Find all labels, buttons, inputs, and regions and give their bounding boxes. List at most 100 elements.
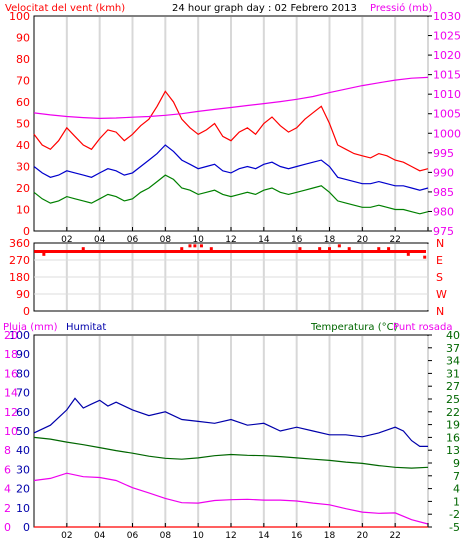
temperature-tick-label: -5 [449,521,460,534]
pressure-tick-label: 1030 [433,10,461,23]
temperature-line [33,436,429,469]
chart-title: 24 hour graph day : 02 Febrero 2013 [172,3,357,14]
humidity-tick-label: 40 [16,444,30,457]
hour-tick-label: 16 [291,531,303,541]
wind-direction-degree-label: 270 [9,254,30,267]
humidity-axis-label: Humitat [66,322,106,333]
wind-direction-point [423,255,427,259]
humidity-tick-label: 50 [16,425,30,438]
humidity-tick-label: 10 [16,502,30,515]
rain-tick-label: 10 [4,425,18,438]
wind-pressure-series [33,76,429,215]
wind-direction-compass-label: W [436,288,447,301]
pressure-tick-label: 1015 [433,69,461,82]
wind-speed-tick-label: 50 [16,118,30,131]
wind-direction-point [357,250,361,253]
rain-ticks: 0 2 4 6 8 10 12 14 16 18 20 [4,329,18,534]
wind-direction-compass-label: N [436,305,444,318]
hour-tick-label: 06 [127,235,139,245]
pressure-tick-label: 1000 [433,127,461,140]
hour-tick-label: 14 [258,531,270,541]
wind-direction-point [259,250,263,253]
wind-direction-point [377,247,381,251]
wind-direction-point [193,244,197,248]
wind-speed-tick-label: 70 [16,75,30,88]
hour-tick-label: 06 [127,531,139,541]
gust-line [33,90,429,172]
temperature-tick-label: 19 [446,419,460,432]
wind-direction-point [81,247,85,251]
wind-direction-degree-label: 360 [9,237,30,250]
wind-direction-point [62,250,66,253]
temperature-hour-ticks: 02 04 06 08 10 12 14 16 18 20 22 [61,523,429,541]
pressure-tick-label: 995 [433,147,454,160]
wind-direction-point [249,250,253,253]
wind-direction-point [278,250,282,253]
hour-tick-label: 10 [192,531,204,541]
temperature-tick-label: 34 [446,355,460,368]
wind-direction-point [199,244,203,248]
wind-direction-point [229,250,233,253]
wind-speed-tick-label: 80 [16,53,30,66]
pressure-tick-label: 980 [433,205,454,218]
rain-tick-label: 4 [4,483,11,496]
temperature-tick-label: 40 [446,329,460,342]
humidity-line [33,397,428,447]
rain-tick-label: 0 [4,521,11,534]
hour-tick-label: 14 [258,235,270,245]
wind-direction-compass-label: N [436,237,444,250]
wind-speed-tick-label: 20 [16,182,30,195]
pressure-tick-label: 1020 [433,49,461,62]
humidity-tick-label: 0 [23,521,30,534]
wind-speed-tick-label: 40 [16,139,30,152]
wind-direction-point [387,247,391,251]
humidity-tick-label: 30 [16,463,30,476]
wind-direction-point [416,250,420,253]
humidity-tick-label: 100 [9,329,30,342]
wind-speed-tick-label: 100 [9,10,30,23]
wind-direction-grid [34,244,429,310]
wind-direction-degree-label: 180 [9,271,30,284]
wind_low-line [33,174,429,215]
wind-direction-point [131,250,134,253]
wind-direction-point [347,247,351,251]
temperature-humidity-grid [65,336,429,526]
hour-tick-label: 18 [324,235,336,245]
hour-tick-label: 12 [225,531,236,541]
wind-direction-degree-label: 90 [16,288,30,301]
wind-speed-tick-label: 60 [16,96,30,109]
wind-direction-point [268,250,272,253]
hour-tick-label: 10 [192,235,204,245]
wind-direction-point [239,250,243,253]
hour-tick-label: 18 [324,531,336,541]
rain-tick-label: 14 [4,387,18,400]
pressure-tick-label: 1005 [433,108,461,121]
rain-tick-label: 12 [4,406,18,419]
rain-tick-label: 16 [4,367,18,380]
pressure-tick-label: 990 [433,166,454,179]
temperature-tick-label: -2 [449,508,460,521]
hour-tick-label: 20 [357,531,369,541]
wind-direction-points [34,244,427,259]
humidity-tick-label: 70 [16,387,30,400]
wind-direction-point [219,250,223,253]
rain-tick-label: 6 [4,463,11,476]
temperature-tick-label: 4 [453,483,460,496]
wind-direction-point [288,250,292,253]
wind-direction-point [71,250,75,253]
wind-direction-point [140,250,144,253]
pressure-tick-label: 1025 [433,30,461,43]
wind-speed-tick-label: 10 [16,204,30,217]
temperature-tick-label: 7 [453,470,460,483]
wind-direction-point [188,244,192,248]
wind-speed-tick-label: 30 [16,161,30,174]
hour-tick-label: 12 [225,235,236,245]
pressure-tick-label: 985 [433,186,454,199]
wind-speed-axis-label: Velocitat del vent (kmh) [5,3,125,14]
wind-direction-point [328,247,331,251]
